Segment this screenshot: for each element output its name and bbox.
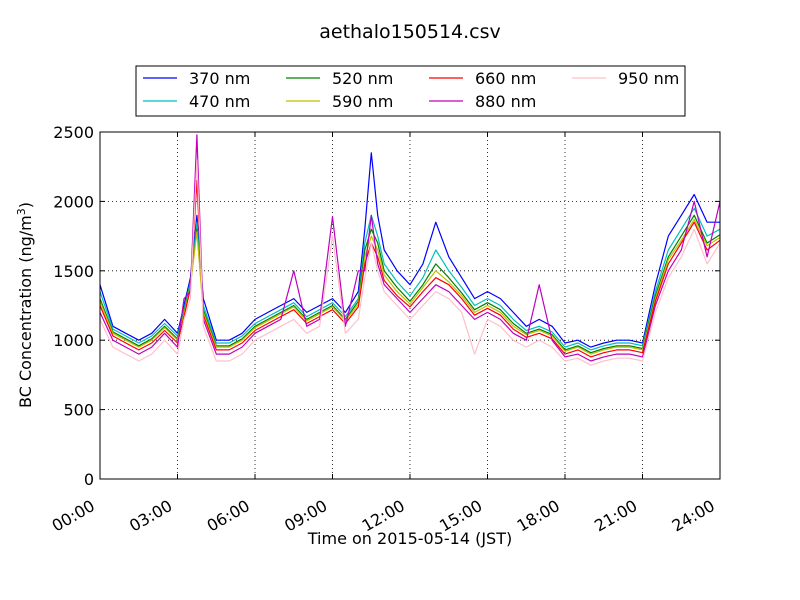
y-axis-title: BC Concentration (ng/m3)	[15, 202, 35, 408]
legend-label-1: 370 nm	[189, 69, 250, 88]
y-tick-label: 2500	[53, 123, 94, 142]
y-tick-label: 1000	[53, 331, 94, 350]
series-line-2	[99, 207, 721, 351]
y-tick-label: 1500	[53, 262, 94, 281]
legend-label-4: 590 nm	[332, 92, 393, 111]
legend: 370 nm 470 nm 520 nm 590 nm 660 nm 880 nm 950 …	[135, 65, 686, 117]
legend-label-5: 660 nm	[475, 69, 536, 88]
legend-label-6: 880 nm	[475, 92, 536, 111]
legend-label-2: 470 nm	[189, 92, 250, 111]
y-axis-title-sup: 3	[15, 208, 28, 215]
y-tick-label: 500	[63, 401, 94, 420]
series-line-6	[99, 134, 721, 362]
y-axis-title-main: BC Concentration (ng/m	[16, 215, 35, 408]
x-axis-title: Time on 2015-05-14 (JST)	[307, 529, 512, 548]
series-line-7	[99, 159, 721, 366]
legend-label-7: 950 nm	[618, 69, 679, 88]
chart-title: aethalo150514.csv	[319, 21, 501, 43]
legend-box	[135, 65, 686, 117]
y-axis-title-close: )	[16, 202, 35, 208]
y-tick-label: 0	[84, 470, 94, 489]
y-tick-label: 2000	[53, 192, 94, 211]
legend-label-3: 520 nm	[332, 69, 393, 88]
series-layer	[99, 134, 721, 366]
series-line-4	[99, 218, 721, 355]
series-line-1	[99, 152, 720, 348]
legend-items: 370 nm 470 nm 520 nm 590 nm 660 nm 880 nm 950 …	[143, 69, 679, 111]
